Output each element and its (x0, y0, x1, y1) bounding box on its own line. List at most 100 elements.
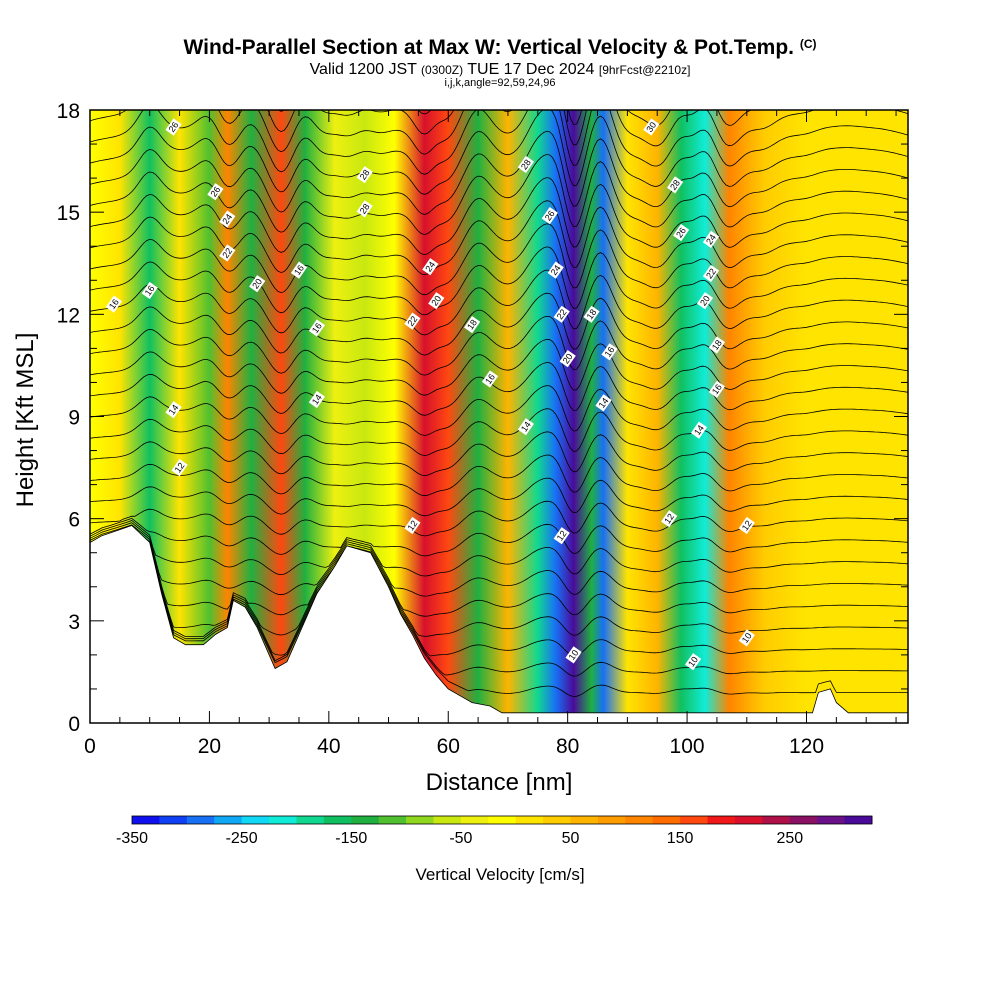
contour-label-bg (708, 336, 726, 354)
theta-contour-line (90, 524, 908, 617)
contour-label: 12 (404, 516, 421, 535)
contour-label-bg (583, 305, 600, 323)
contour-label-bg (171, 458, 188, 477)
colorbar-swatch (433, 816, 462, 824)
contour-label-text: 28 (358, 202, 372, 216)
colorbar-swatch (652, 816, 681, 824)
contour-label: 16 (290, 261, 308, 279)
contour-label-text: 22 (220, 246, 234, 260)
contour-label-bg (404, 516, 421, 535)
contour-label: 12 (553, 527, 570, 545)
x-tick-label: 80 (556, 735, 579, 758)
colorbar-swatch (406, 816, 434, 824)
contour-label-text: 16 (107, 297, 121, 311)
contour-label-bg (738, 516, 755, 535)
contour-label-text: 20 (250, 277, 264, 291)
y-axis-title: Height [Kft MSL] (12, 333, 39, 508)
contour-label-bg (661, 510, 678, 528)
contour-label-bg (690, 421, 708, 439)
colorbar-tick-label: -350 (116, 830, 148, 847)
contour-label-bg (553, 527, 570, 545)
x-axis-title: Distance [nm] (426, 769, 573, 796)
chart-title: Wind-Parallel Section at Max W: Vertical… (0, 36, 1000, 60)
colorbar-swatch (241, 816, 270, 824)
colorbar-tick-label: -50 (449, 830, 472, 847)
contour-label-text: 20 (429, 294, 443, 308)
colorbar-tick-label: 250 (776, 830, 803, 847)
contour-label-text: 26 (543, 209, 557, 223)
colorbar-swatch (680, 816, 709, 824)
contour-label: 22 (219, 244, 236, 262)
contour-label-text: 26 (167, 120, 181, 134)
theta-contour-line (90, 408, 908, 456)
contour-label: 20 (696, 292, 714, 310)
colorbar: -350 -250 -150 -50 50 150 250 (116, 815, 873, 847)
contour-label-bg (666, 176, 684, 194)
contour-label-bg (207, 183, 224, 201)
x-tick-label: 120 (789, 735, 824, 758)
contour-label-text: 16 (603, 345, 617, 359)
contour-label-bg (738, 629, 755, 647)
x-tick-label: 100 (670, 735, 705, 758)
colorbar-swatch (625, 816, 654, 824)
colorbar-swatch (159, 816, 188, 824)
contour-label: 14 (165, 401, 182, 419)
y-tick-label: 3 (68, 611, 80, 634)
contour-label-text: 24 (549, 263, 563, 277)
contour-label: 14 (690, 421, 708, 439)
theta-contour-line (90, 500, 908, 537)
contour-label-text: 26 (674, 226, 688, 240)
contour-label: 20 (428, 292, 445, 310)
contour-label-text: 22 (555, 307, 569, 321)
contour-label: 16 (708, 380, 726, 398)
valid-date: TUE 17 Dec 2024 (467, 61, 595, 78)
contour-label-text: 12 (662, 512, 676, 526)
contour-label-bg (553, 305, 570, 323)
contour-label: 10 (684, 653, 702, 671)
colorbar-swatch (515, 816, 544, 824)
colorbar-swatch (269, 816, 297, 824)
colorbar-swatch (460, 816, 489, 824)
contour-label-text: 16 (310, 321, 324, 335)
contour-label-text: 16 (143, 284, 157, 298)
contour-label-text: 24 (423, 260, 437, 274)
colorbar-swatch (570, 816, 599, 824)
contour-label-bg (702, 264, 720, 283)
colorbar-swatch (789, 816, 818, 824)
contour-label-text: 24 (704, 232, 718, 246)
contour-label-bg (219, 210, 236, 228)
contour-label: 26 (165, 118, 182, 136)
terrain (90, 525, 908, 723)
contour-label: 28 (356, 200, 373, 218)
colorbar-swatch (844, 816, 873, 824)
colorbar-tick-label: -150 (335, 830, 367, 847)
theta-contour-line (90, 528, 908, 657)
contour-label: 16 (141, 281, 158, 300)
theta-contour-line (90, 110, 908, 195)
title-main: Wind-Parallel Section at Max W: Vertical… (183, 36, 794, 59)
x-tick-label: 40 (317, 735, 340, 758)
contour-label-bg (141, 281, 158, 300)
contour-label-bg (308, 390, 326, 409)
theta-contour-line (90, 269, 908, 336)
contour-label-text: 22 (405, 314, 419, 328)
contour-label: 22 (702, 264, 720, 283)
contour-label: 12 (738, 516, 755, 535)
contour-label: 18 (583, 305, 600, 323)
contour-label-bg (708, 380, 726, 398)
contour-label: 10 (738, 629, 755, 647)
contour-label-text: 14 (519, 420, 533, 434)
contour-label-text: 20 (561, 352, 575, 366)
contour-label-bg (702, 230, 720, 249)
contour-label: 22 (404, 312, 421, 330)
contour-label-bg (105, 295, 123, 313)
theta-contour-line (90, 454, 908, 497)
contour-label-text: 16 (710, 382, 724, 396)
colorbar-frame (131, 815, 873, 825)
contour-label: 14 (517, 418, 535, 436)
contour-label-bg (559, 349, 576, 368)
contour-label: 16 (308, 319, 326, 337)
contour-label: 18 (463, 315, 481, 334)
contour-label: 14 (595, 394, 612, 412)
contour-label-text: 18 (585, 307, 599, 321)
